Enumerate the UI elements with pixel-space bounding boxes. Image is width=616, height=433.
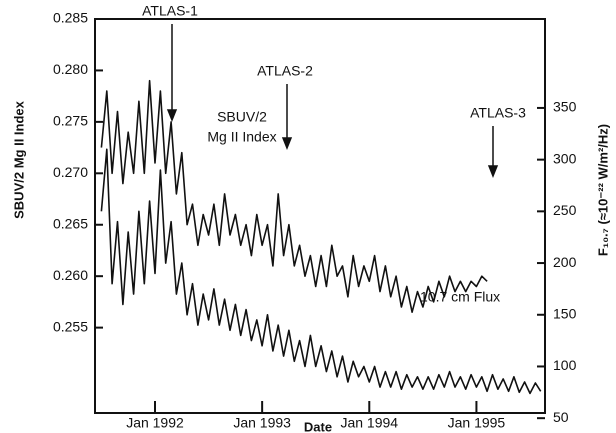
y-tick-label: 0.270 xyxy=(53,164,88,180)
x-axis-label: Date xyxy=(304,419,332,433)
y-tick-label: 0.280 xyxy=(53,61,88,77)
y-tick-label: 0.265 xyxy=(53,215,88,231)
annotation: SBUV/2 xyxy=(217,109,267,125)
annotation: Mg II Index xyxy=(207,129,276,145)
plot-frame xyxy=(94,18,546,414)
annotation: ATLAS-2 xyxy=(257,63,313,79)
x-tick-label: Jan 1993 xyxy=(233,415,291,431)
annotation: ATLAS-3 xyxy=(470,105,526,121)
annotations xyxy=(166,24,499,179)
x-tick-label: Jan 1995 xyxy=(448,415,506,431)
x-tick-label: Jan 1994 xyxy=(340,415,398,431)
y2-tick-label: 350 xyxy=(553,99,577,115)
y-tick-label: 0.275 xyxy=(53,113,88,129)
y-tick-label: 0.260 xyxy=(53,267,88,283)
y2-tick-label: 50 xyxy=(553,409,569,425)
x-tick-label: Jan 1992 xyxy=(126,415,184,431)
y2-tick-label: 250 xyxy=(553,202,577,218)
y-tick-label: 0.255 xyxy=(53,318,88,334)
y-axis-label: SBUV/2 Mg II Index xyxy=(11,100,26,219)
arrow-head xyxy=(281,137,293,151)
arrow-head xyxy=(487,165,499,179)
series-line xyxy=(100,148,542,395)
y2-tick-label: 200 xyxy=(553,254,577,270)
y2-tick-label: 150 xyxy=(553,305,577,321)
y-tick-label: 0.285 xyxy=(53,10,88,26)
annotation: ATLAS-1 xyxy=(142,3,198,19)
annotation: 10.7 cm Flux xyxy=(420,289,500,305)
y2-tick-label: 300 xyxy=(553,150,577,166)
y2-axis-label: F₁₀.₇ (≈10⁻²² W/m²/Hz) xyxy=(595,124,610,256)
y2-tick-label: 100 xyxy=(553,357,577,373)
arrow-head xyxy=(166,109,178,123)
series-line xyxy=(100,79,488,313)
